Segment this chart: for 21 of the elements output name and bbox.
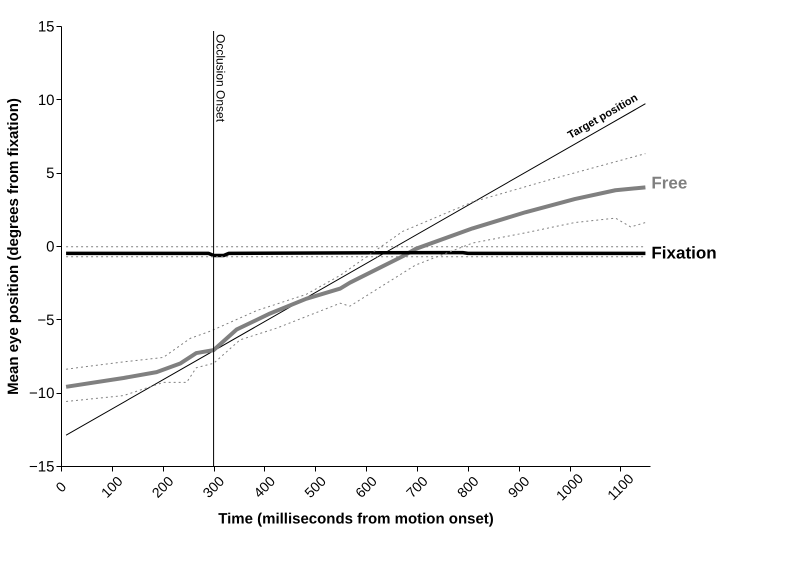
x-tick-label: 900 — [504, 472, 533, 501]
x-tick-label: 800 — [454, 472, 482, 501]
x-tick-label: 500 — [301, 472, 330, 501]
y-tick-label: 15 — [38, 18, 54, 36]
x-axis-title: Time (milliseconds from motion onset) — [218, 510, 494, 528]
x-tick-label: 200 — [148, 472, 177, 501]
y-tick-label: −15 — [29, 458, 54, 476]
x-tick-label: 600 — [352, 472, 380, 501]
series-label: Free — [651, 173, 688, 192]
y-tick-label: −10 — [29, 385, 54, 402]
ref-line-label: Occlusion Onset — [214, 34, 228, 123]
y-tick-label: 5 — [46, 165, 54, 182]
series-label: Fixation — [651, 243, 717, 262]
x-tick-label: 700 — [402, 472, 431, 501]
x-tick-label: 100 — [98, 472, 126, 501]
y-axis-title: Mean eye position (degrees from fixation) — [5, 98, 22, 395]
y-tick-label: 0 — [46, 238, 54, 256]
x-tick-label: 400 — [250, 472, 278, 501]
y-tick-label: 10 — [38, 92, 54, 109]
y-tick-label: −5 — [37, 312, 54, 329]
x-tick-label: 300 — [199, 472, 228, 501]
